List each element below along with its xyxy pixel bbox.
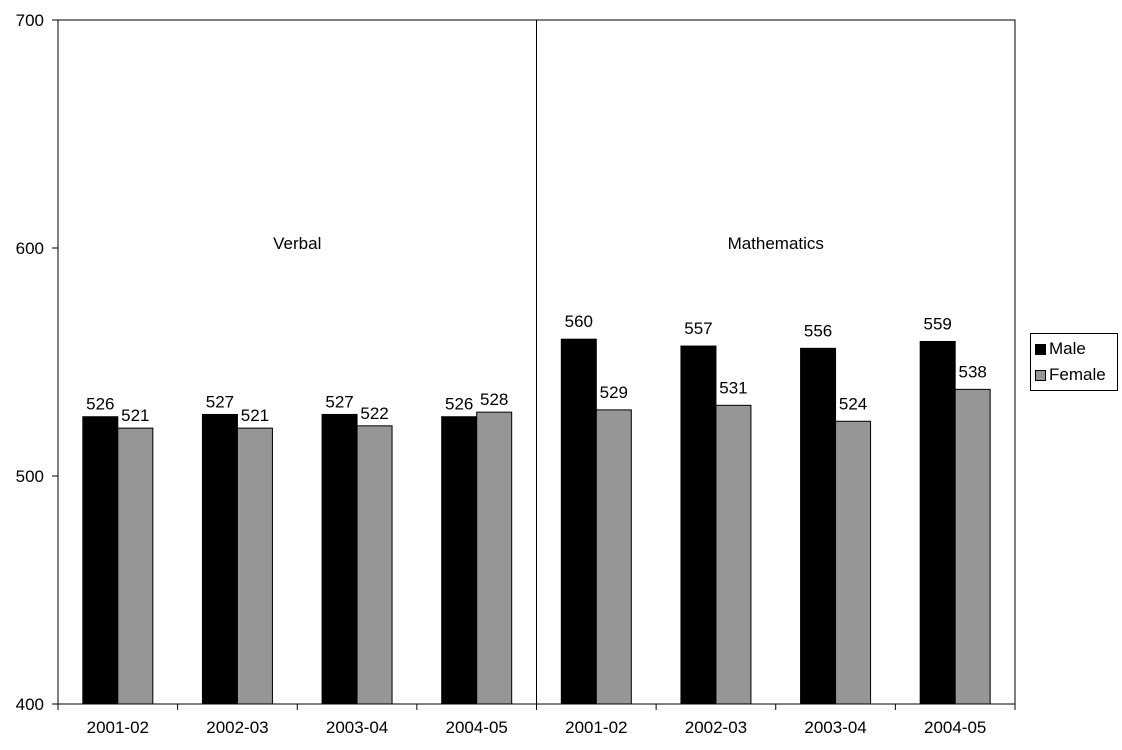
data-label-female: 528 xyxy=(480,390,508,409)
x-tick-label: 2003-04 xyxy=(804,718,866,737)
bar-male xyxy=(201,413,238,705)
data-label-male: 526 xyxy=(86,395,114,414)
legend-label-female: Female xyxy=(1049,365,1106,384)
legend-item-male: Male xyxy=(1035,339,1086,359)
data-label-male: 559 xyxy=(924,314,952,333)
legend: Male Female xyxy=(1030,333,1118,391)
bar-female xyxy=(356,425,393,705)
data-label-female: 538 xyxy=(959,362,987,381)
data-label-male: 560 xyxy=(565,312,593,331)
legend-item-female: Female xyxy=(1035,365,1106,385)
group-label-mathematics: Mathematics xyxy=(728,234,824,253)
bar-male xyxy=(321,413,358,705)
data-label-male: 526 xyxy=(445,395,473,414)
bar-female xyxy=(595,409,632,705)
data-label-male: 527 xyxy=(206,392,234,411)
x-tick-label: 2001-02 xyxy=(87,718,149,737)
data-label-female: 531 xyxy=(719,378,747,397)
legend-label-male: Male xyxy=(1049,339,1086,358)
bar-male xyxy=(800,347,837,705)
bar-male xyxy=(82,416,119,705)
legend-swatch-male xyxy=(1035,343,1046,355)
data-label-male: 527 xyxy=(325,392,353,411)
data-label-female: 524 xyxy=(839,394,867,413)
y-tick-label-600: 600 xyxy=(16,239,44,258)
data-label-male: 557 xyxy=(684,319,712,338)
bar-male xyxy=(560,338,597,705)
x-tick-label: 2004-05 xyxy=(924,718,986,737)
data-label-female: 521 xyxy=(241,406,269,425)
bar-male xyxy=(441,416,478,705)
x-tick-label: 2001-02 xyxy=(565,718,627,737)
x-tick-label: 2004-05 xyxy=(445,718,507,737)
group-label-verbal: Verbal xyxy=(273,234,321,253)
x-tick-label: 2003-04 xyxy=(326,718,388,737)
x-tick-label: 2002-03 xyxy=(206,718,268,737)
data-label-female: 529 xyxy=(600,383,628,402)
y-tick-label-500: 500 xyxy=(16,467,44,486)
x-tick-label: 2002-03 xyxy=(685,718,747,737)
bar-female xyxy=(476,411,513,705)
data-label-female: 521 xyxy=(121,406,149,425)
bar-female xyxy=(236,427,273,705)
bar-female xyxy=(117,427,154,705)
y-tick-label-400: 400 xyxy=(16,695,44,714)
bar-female xyxy=(954,388,991,705)
bar-female xyxy=(835,420,872,705)
legend-swatch-female xyxy=(1035,369,1046,381)
bar-male xyxy=(919,340,956,705)
data-label-male: 556 xyxy=(804,321,832,340)
data-label-female: 522 xyxy=(360,404,388,423)
y-tick-label-700: 700 xyxy=(16,11,44,30)
bar-male xyxy=(680,345,717,705)
bar-female xyxy=(715,404,752,705)
